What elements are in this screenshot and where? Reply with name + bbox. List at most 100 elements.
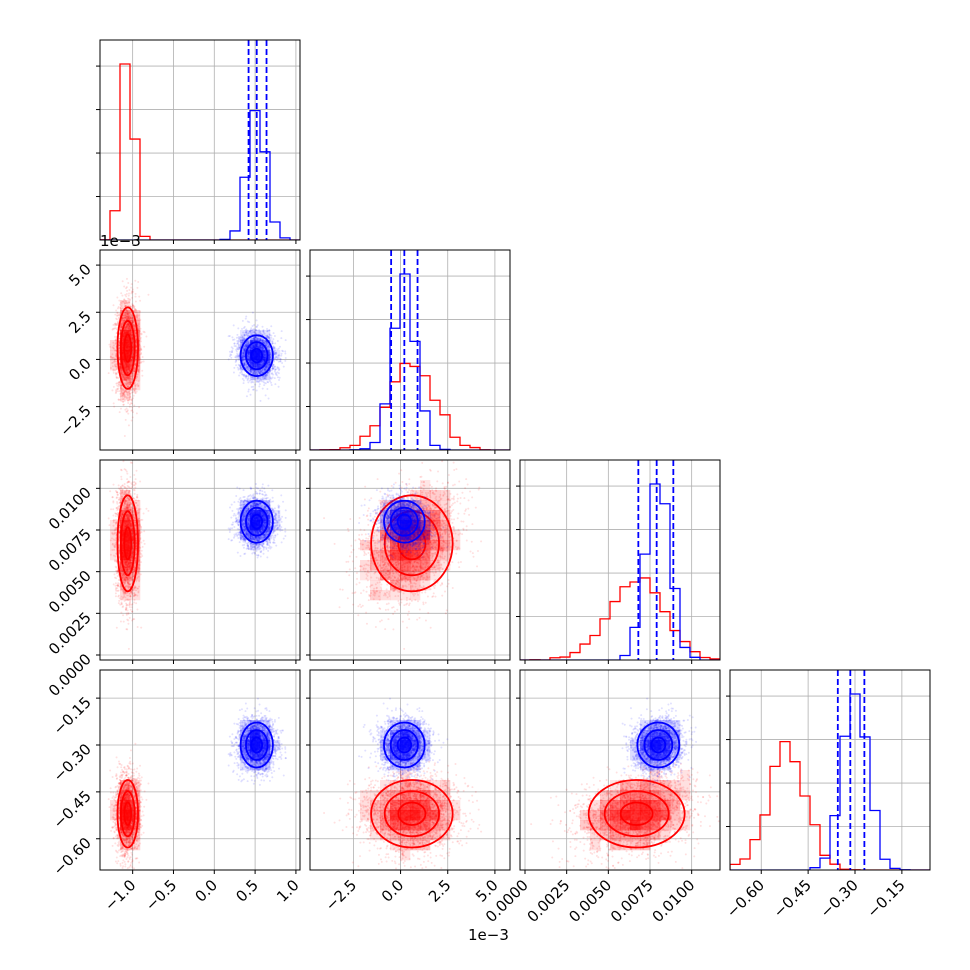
data-point: [116, 314, 119, 317]
data-point: [120, 392, 123, 395]
data-point: [126, 323, 129, 326]
data-point: [124, 389, 127, 392]
data-point: [127, 315, 130, 318]
data-point: [131, 321, 134, 324]
data-point: [129, 316, 132, 319]
data-point: [118, 314, 121, 317]
data-point: [115, 338, 118, 341]
data-point: [128, 292, 131, 295]
data-point: [114, 373, 117, 376]
data-point: [115, 317, 118, 320]
data-point: [121, 393, 124, 396]
data-point: [124, 408, 127, 411]
data-point: [132, 321, 135, 324]
data-point: [111, 353, 114, 356]
panel-3-2: [520, 670, 720, 870]
data-point: [280, 354, 283, 357]
data-point: [122, 316, 125, 319]
data-point: [124, 316, 127, 319]
data-point: [126, 325, 129, 328]
data-point: [116, 387, 119, 390]
data-point: [111, 328, 114, 331]
data-point: [131, 358, 134, 361]
data-point: [127, 316, 130, 319]
data-point: [134, 332, 137, 335]
data-point: [116, 311, 119, 314]
data-point: [125, 382, 128, 385]
data-point: [128, 390, 131, 393]
data-point: [117, 385, 120, 388]
density-cell: [110, 350, 121, 361]
data-point: [121, 374, 124, 377]
data-point: [127, 318, 130, 321]
data-point: [241, 319, 244, 322]
data-point: [231, 336, 234, 339]
data-point: [251, 311, 254, 314]
data-point: [130, 319, 133, 322]
data-point: [139, 299, 142, 302]
data-point: [132, 325, 135, 328]
data-point: [130, 317, 133, 320]
data-point: [117, 398, 120, 401]
data-point: [133, 310, 136, 313]
data-point: [128, 323, 131, 326]
data-point: [131, 288, 134, 291]
data-point: [130, 335, 133, 338]
data-point: [128, 323, 131, 326]
data-point: [126, 324, 129, 327]
data-point: [132, 290, 135, 293]
data-point: [121, 391, 124, 394]
data-point: [127, 318, 130, 321]
data-point: [252, 385, 255, 388]
data-point: [141, 374, 144, 377]
data-point: [121, 294, 124, 297]
data-point: [127, 401, 130, 404]
data-point: [128, 298, 131, 301]
data-point: [247, 381, 250, 384]
data-point: [129, 329, 132, 332]
data-point: [126, 394, 129, 397]
data-point: [128, 312, 131, 315]
data-point: [134, 332, 137, 335]
data-point: [125, 277, 128, 280]
data-point: [281, 361, 284, 364]
data-point: [123, 316, 126, 319]
data-point: [145, 335, 148, 338]
panel-bg: [520, 670, 720, 870]
data-point: [120, 370, 123, 373]
data-point: [130, 402, 133, 405]
panel-2-2: [520, 460, 720, 660]
data-point: [113, 358, 116, 361]
data-point: [125, 371, 128, 374]
data-point: [237, 344, 240, 347]
data-point: [282, 365, 285, 368]
data-point: [272, 363, 275, 366]
data-point: [130, 316, 133, 319]
data-point: [126, 409, 129, 412]
data-point: [118, 351, 121, 354]
data-point: [120, 384, 123, 387]
data-point: [258, 380, 261, 383]
data-point: [134, 367, 137, 370]
data-point: [132, 370, 135, 373]
data-point: [116, 312, 119, 315]
data-point: [136, 370, 139, 373]
data-point: [128, 377, 131, 380]
data-point: [125, 286, 128, 289]
data-point: [132, 394, 135, 397]
data-point: [120, 371, 123, 374]
data-point: [126, 410, 129, 413]
data-point: [138, 353, 141, 356]
data-point: [270, 325, 273, 328]
data-point: [236, 346, 239, 349]
data-point: [269, 380, 272, 383]
data-point: [107, 372, 110, 375]
data-point: [121, 375, 124, 378]
data-point: [128, 396, 131, 399]
data-point: [118, 347, 121, 350]
data-point: [137, 365, 140, 368]
data-point: [274, 342, 277, 345]
data-point: [266, 328, 269, 331]
data-point: [132, 346, 135, 349]
data-point: [138, 355, 141, 358]
